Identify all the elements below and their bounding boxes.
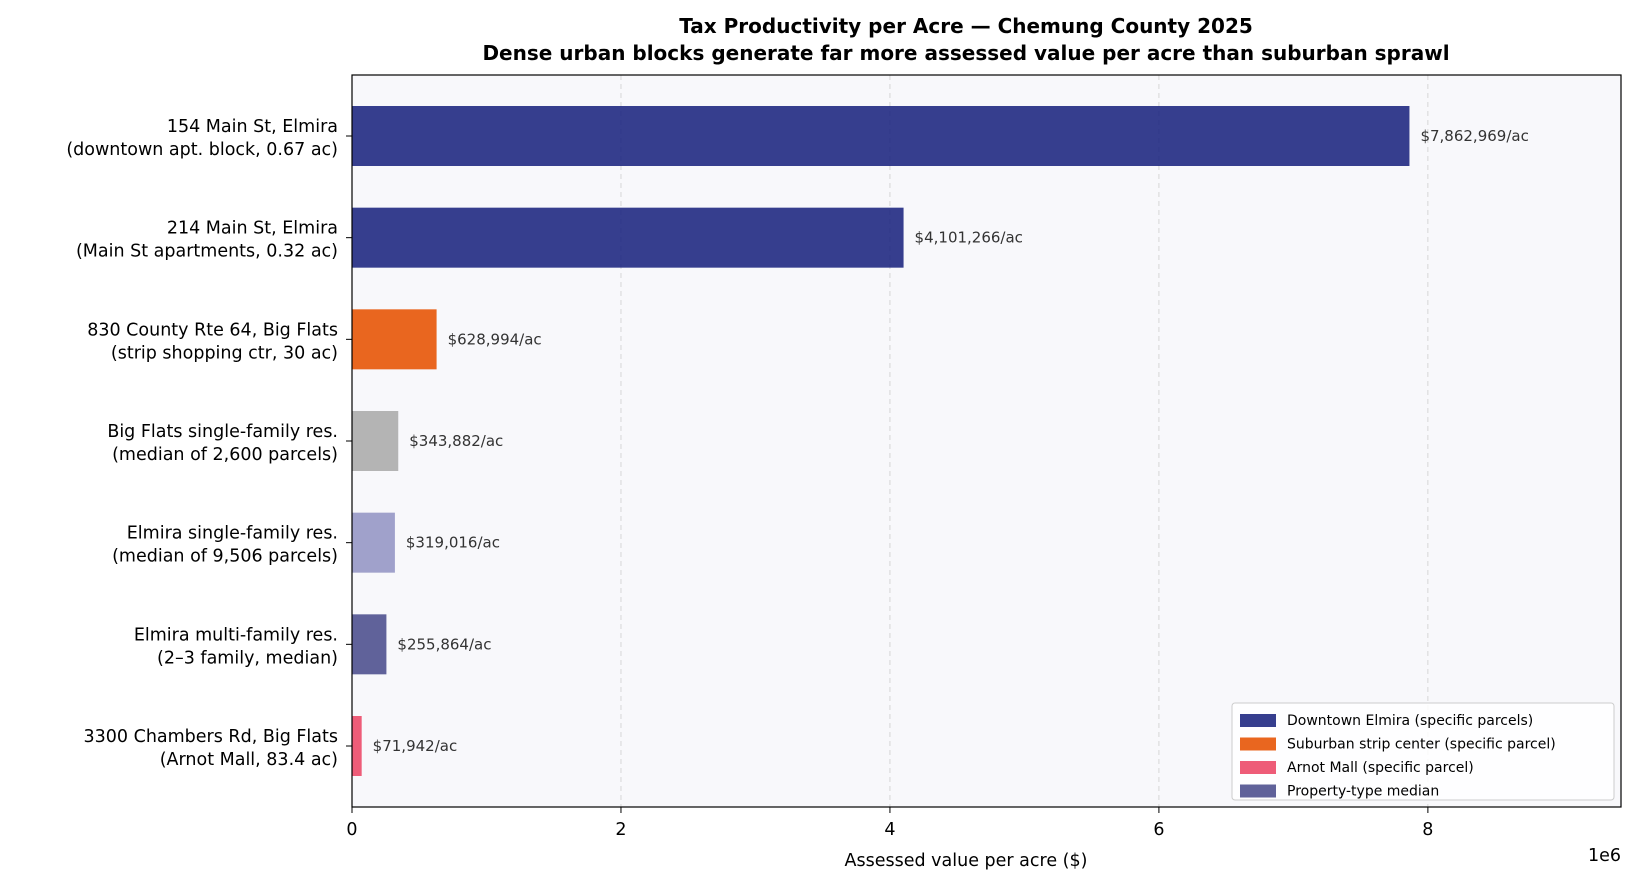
axis-ticks: 0 2 4 6 8 xyxy=(346,135,1433,840)
value-label: $7,862,969/ac xyxy=(1420,127,1528,145)
category-label-line1: Elmira single-family res. xyxy=(127,524,338,544)
x-tick-label: 0 xyxy=(346,820,357,840)
legend: Downtown Elmira (specific parcels) Suburb… xyxy=(1231,702,1615,801)
category-label-line2: (Main St apartments, 0.32 ac) xyxy=(76,242,338,262)
x-tick-label: 6 xyxy=(1153,820,1164,840)
value-label: $4,101,266/ac xyxy=(915,229,1023,247)
legend-swatch xyxy=(1240,784,1276,798)
x-tick-label: 8 xyxy=(1422,820,1433,840)
chart-subtitle: Dense urban blocks generate far more ass… xyxy=(482,41,1449,65)
legend-label: Arnot Mall (specific parcel) xyxy=(1287,760,1474,776)
legend-label: Downtown Elmira (specific parcels) xyxy=(1287,713,1533,729)
value-labels: $7,862,969/ac $4,101,266/ac $628,994/ac $34… xyxy=(373,127,1529,755)
bar xyxy=(352,411,399,471)
category-label-line2: (median of 9,506 parcels) xyxy=(112,547,338,567)
category-label-line1: 830 County Rte 64, Big Flats xyxy=(87,320,338,340)
value-label: $343,882/ac xyxy=(409,432,503,450)
category-label-line2: (2–3 family, median) xyxy=(157,648,338,668)
bar xyxy=(352,207,904,268)
bars xyxy=(352,106,1410,776)
x-axis-label: Assessed value per acre ($) xyxy=(845,851,1088,871)
chart-title: Tax Productivity per Acre — Chemung Coun… xyxy=(679,14,1253,38)
legend-box xyxy=(1231,702,1615,801)
bar xyxy=(352,512,395,573)
legend-swatch xyxy=(1240,761,1276,774)
category-label-line2: (strip shopping ctr, 30 ac) xyxy=(111,343,338,363)
bar xyxy=(352,309,437,370)
bar xyxy=(352,716,362,776)
x-axis-offset-label: 1e6 xyxy=(1588,846,1621,866)
category-label-line1: 3300 Chambers Rd, Big Flats xyxy=(84,727,339,747)
legend-label: Suburban strip center (specific parcel) xyxy=(1287,737,1556,753)
x-tick-label: 4 xyxy=(884,820,895,840)
value-label: $319,016/ac xyxy=(406,534,500,552)
bar xyxy=(352,106,1410,166)
category-label-line1: Elmira multi-family res. xyxy=(134,625,338,645)
category-labels: 154 Main St, Elmira (downtown apt. block,… xyxy=(66,117,338,770)
legend-swatch xyxy=(1240,714,1276,727)
value-label: $628,994/ac xyxy=(448,330,542,348)
category-label-line1: 154 Main St, Elmira xyxy=(167,117,338,137)
plot-area xyxy=(352,75,1621,807)
value-label: $71,942/ac xyxy=(373,737,458,755)
bar xyxy=(352,614,387,675)
category-label-line2: (Arnot Mall, 83.4 ac) xyxy=(160,750,338,770)
category-label-line1: 214 Main St, Elmira xyxy=(167,219,338,239)
category-label-line2: (downtown apt. block, 0.67 ac) xyxy=(66,140,338,160)
legend-swatch xyxy=(1240,737,1276,751)
value-label: $255,864/ac xyxy=(397,635,491,653)
grid-lines xyxy=(620,75,1429,807)
category-label-line1: Big Flats single-family res. xyxy=(107,422,338,442)
x-tick-label: 2 xyxy=(615,820,626,840)
legend-label: Property-type median xyxy=(1287,784,1439,800)
category-label-line2: (median of 2,600 parcels) xyxy=(112,445,338,465)
